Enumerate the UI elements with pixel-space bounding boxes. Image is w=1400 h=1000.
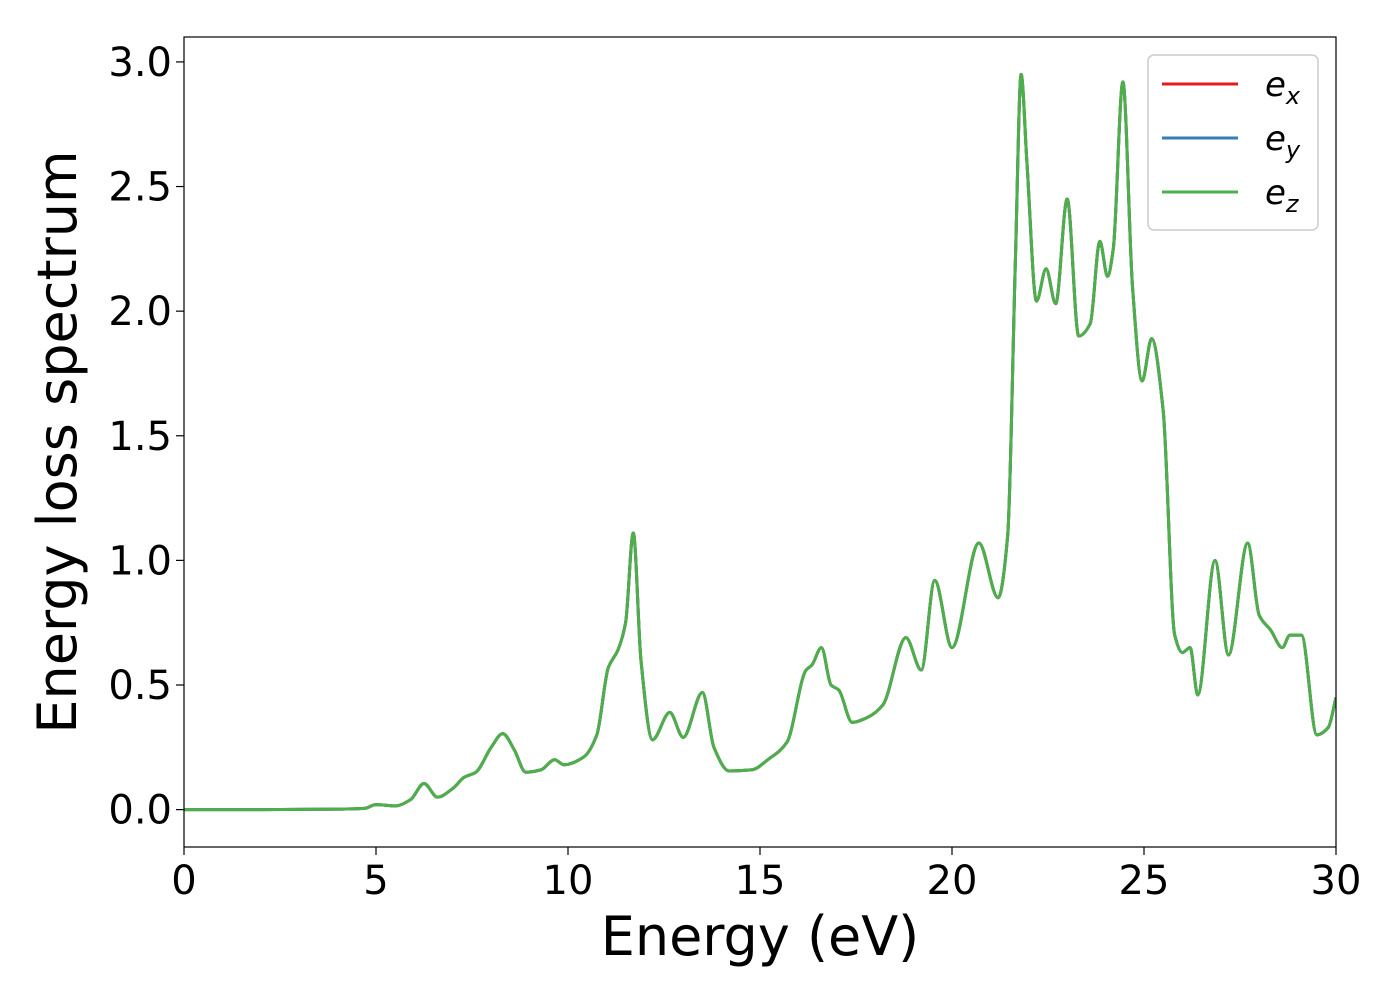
- y-tick-label: 3.0: [108, 40, 172, 86]
- y-tick-label: 0.5: [108, 663, 172, 709]
- y-axis: 0.0 0.5 1.0 1.5 2.0 2.5 3.0: [108, 40, 184, 834]
- x-tick-label: 0: [171, 858, 196, 904]
- y-tick-label: 1.0: [108, 538, 172, 584]
- series-line-e-z: [184, 72, 1336, 812]
- x-axis-label: Energy (eV): [601, 905, 920, 968]
- y-tick-label: 2.0: [108, 289, 172, 335]
- x-tick-label: 5: [363, 858, 388, 904]
- x-tick-label: 25: [1119, 858, 1170, 904]
- x-tick-label: 20: [927, 858, 978, 904]
- series-layer: [184, 72, 1336, 812]
- x-tick-label: 15: [735, 858, 786, 904]
- y-axis-label: Energy loss spectrum: [26, 150, 89, 733]
- x-tick-label: 30: [1311, 858, 1362, 904]
- x-axis: 0 5 10 15 20 25 30: [171, 847, 1361, 904]
- x-tick-label: 10: [543, 858, 594, 904]
- legend-box: [1147, 54, 1319, 231]
- y-tick-label: 2.5: [108, 165, 172, 211]
- y-tick-label: 1.5: [108, 414, 172, 460]
- y-tick-label: 0.0: [108, 788, 172, 834]
